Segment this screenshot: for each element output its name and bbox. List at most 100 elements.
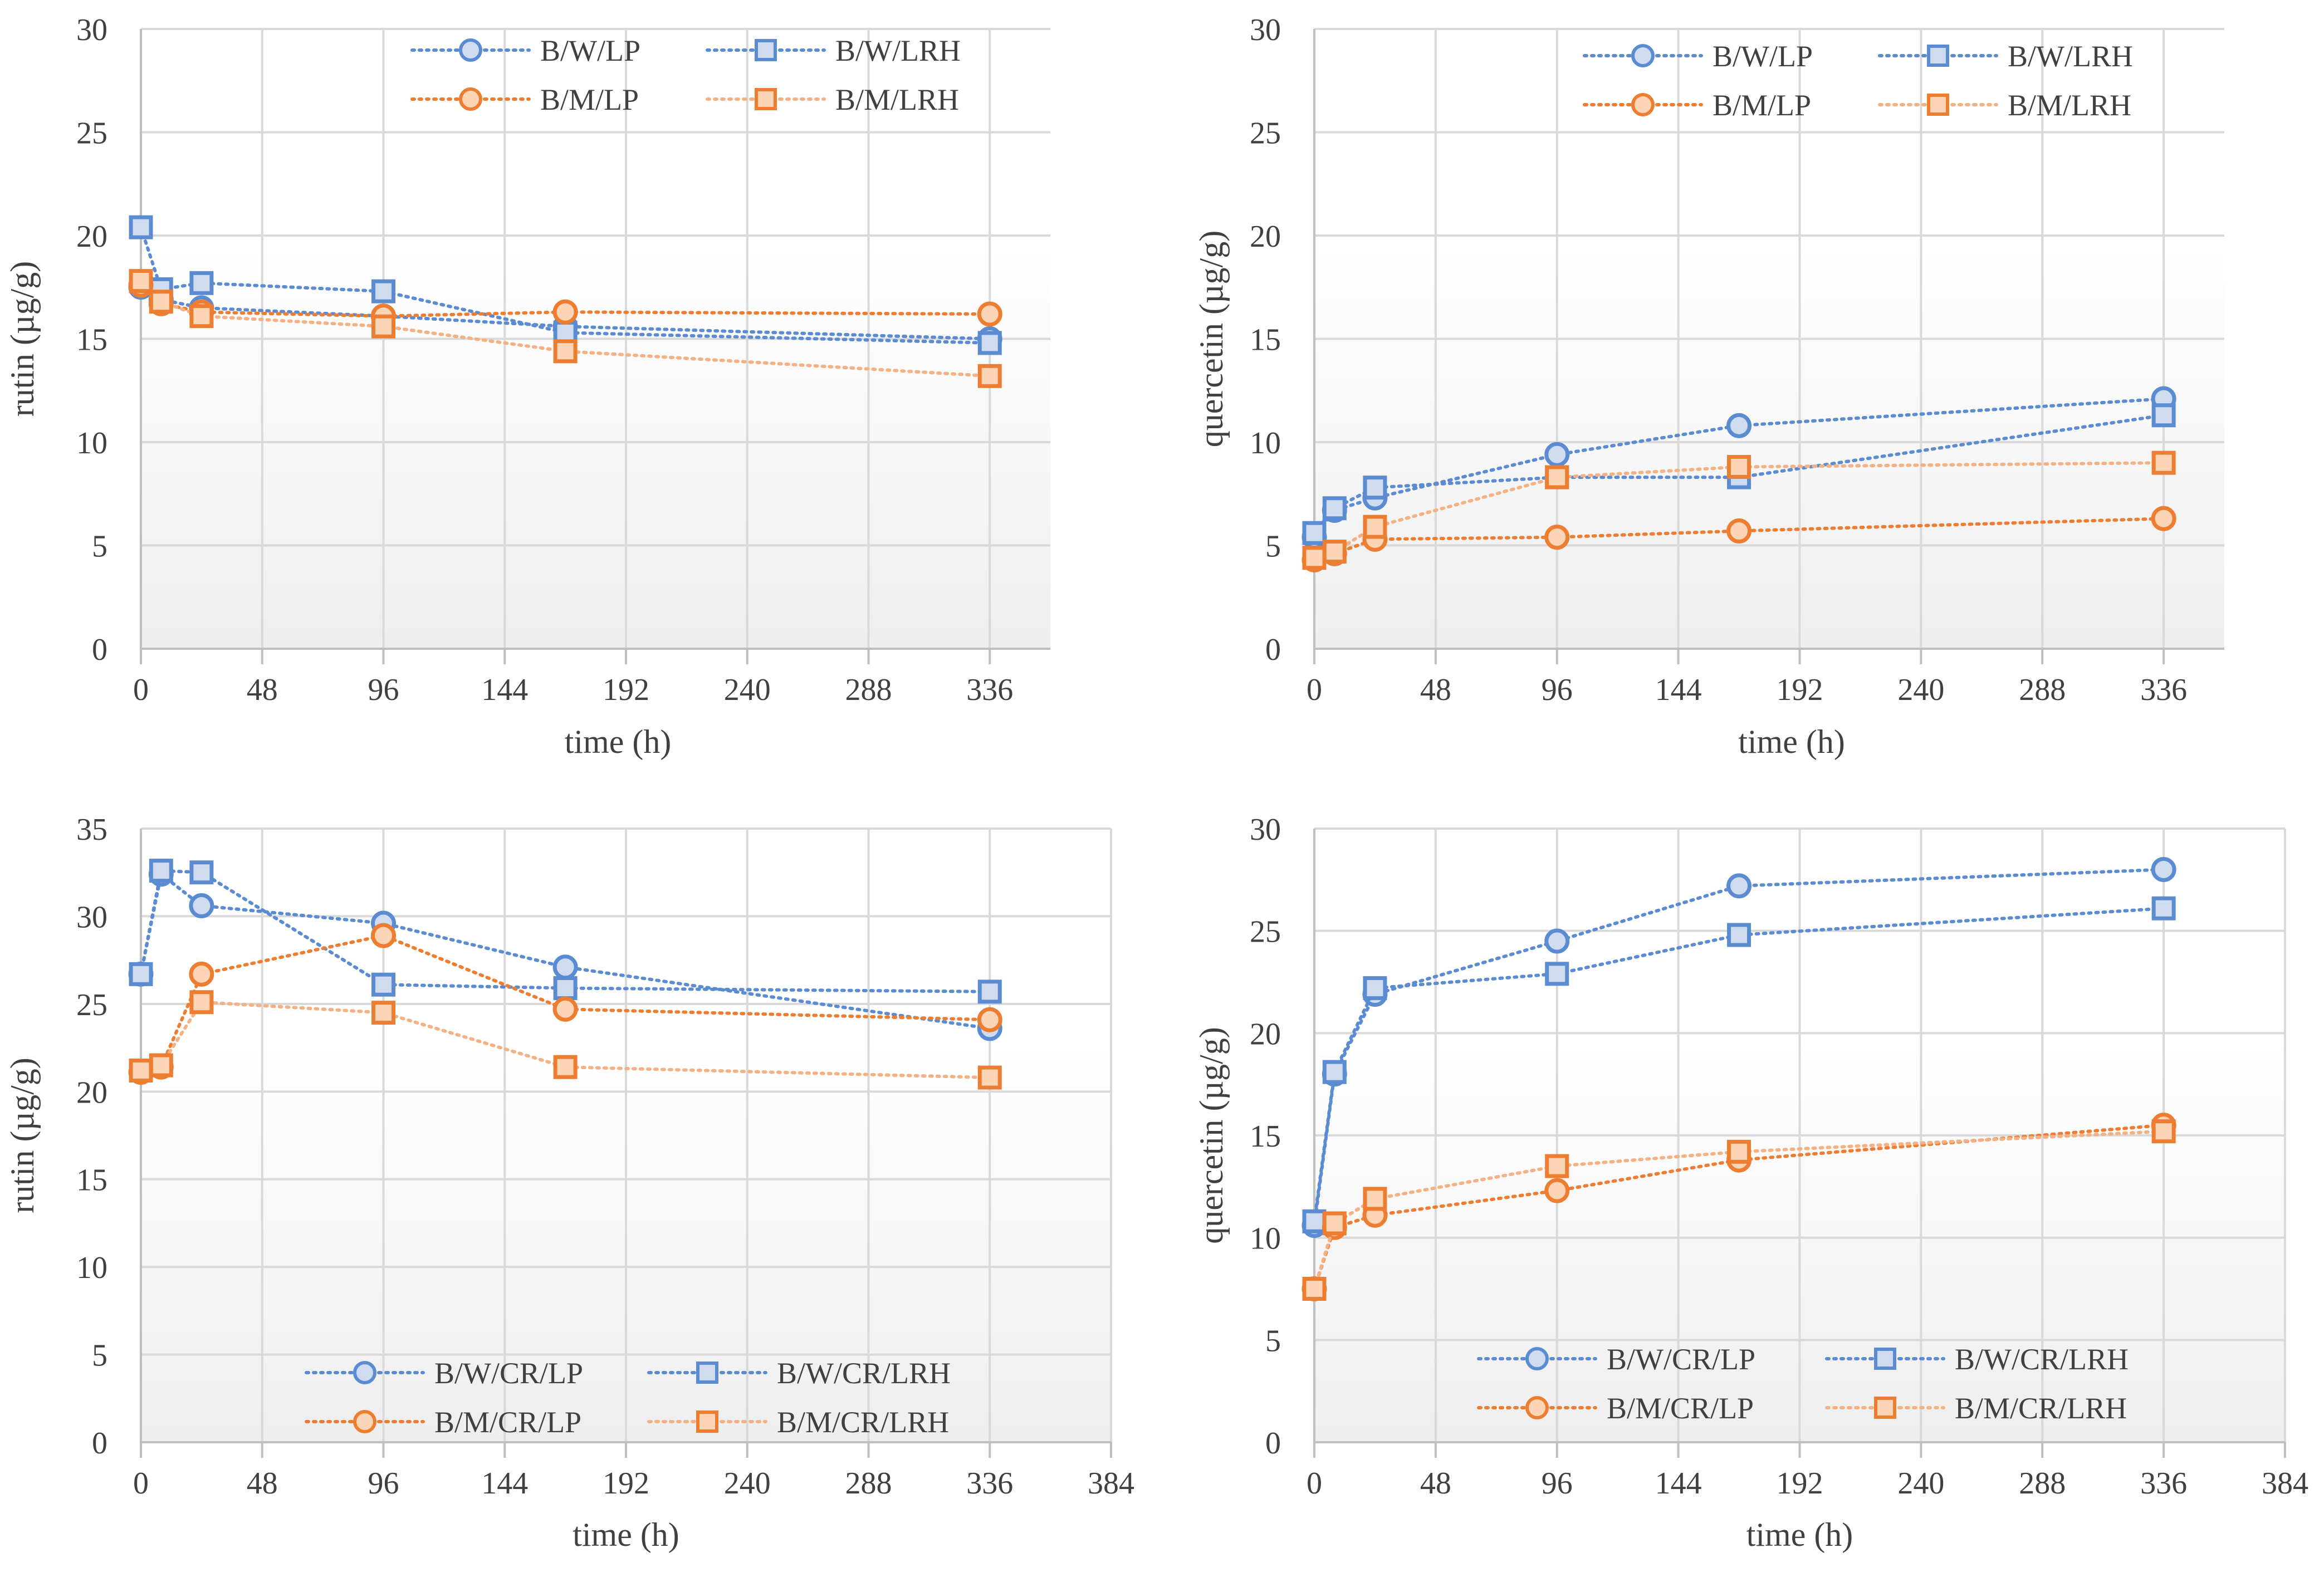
x-axis-title: time (h) [1738, 723, 1845, 760]
data-point [2151, 506, 2176, 531]
x-tick-label: 240 [1897, 1466, 1944, 1501]
y-tick-label: 5 [1265, 530, 1281, 564]
legend-marker [1874, 1348, 1896, 1370]
data-point [977, 364, 1002, 388]
y-tick-label: 30 [76, 13, 107, 47]
legend-label: B/M/LP [540, 83, 639, 116]
data-point [2151, 403, 2176, 428]
legend-label: B/W/CR/LRH [777, 1356, 951, 1390]
x-tick-label: 384 [2262, 1466, 2308, 1501]
x-axis-title: time (h) [573, 1516, 679, 1553]
data-point [189, 893, 214, 919]
y-axis-title: quercetin (µg/g) [1193, 231, 1230, 447]
x-tick-label: 288 [845, 1466, 892, 1501]
data-point [1302, 521, 1327, 545]
chart-panel-2: 0 5 10 15 20 25 30 0 48 96 144 192 240 288 336 time (h)… [1193, 13, 2225, 760]
legend-marker [1631, 44, 1655, 67]
legend-label: B/M/LP [1713, 89, 1811, 122]
y-tick-label: 30 [1250, 812, 1281, 847]
legend-label: B/M/CR/LP [434, 1405, 581, 1439]
y-tick-label: 15 [76, 1163, 107, 1198]
legend-label: B/W/LRH [835, 34, 961, 67]
data-point [129, 269, 153, 293]
legend-marker [696, 1361, 718, 1384]
y-tick-label: 15 [1250, 323, 1281, 357]
chart-panel-4: 0 5 10 15 20 25 30 0 48 96 144 192 240 288 336 384 time … [1193, 812, 2308, 1553]
data-point [1545, 962, 1569, 986]
data-point [1544, 928, 1570, 954]
chart-panel-3: 0 5 10 15 20 25 30 35 0 48 96 144 192 240 288 336 384 tim… [4, 812, 1134, 1553]
data-point [1363, 515, 1387, 539]
series-b-m-lrh [1302, 450, 2176, 570]
legend-marker [459, 87, 482, 111]
legend: B/W/LP B/W/LRH B/M/LP B/M/LRH [1583, 40, 2133, 122]
x-tick-label: 240 [724, 1466, 771, 1501]
x-tick-label: 288 [2019, 1466, 2066, 1501]
y-tick-label: 10 [1250, 426, 1281, 461]
legend-label: B/M/CR/LRH [777, 1405, 949, 1439]
data-point [1322, 540, 1347, 564]
y-tick-label: 35 [76, 812, 107, 847]
x-tick-label: 96 [368, 673, 399, 707]
y-tick-label: 10 [76, 1251, 107, 1285]
y-tick-label: 25 [1250, 116, 1281, 151]
legend-marker [696, 1411, 718, 1433]
x-tick-label: 288 [2019, 673, 2066, 707]
data-point [977, 301, 1002, 327]
data-point [552, 299, 578, 325]
legend-marker [1525, 1347, 1549, 1370]
legend-label: B/W/LP [1713, 40, 1813, 73]
data-point [1727, 1139, 1751, 1164]
legend-label: B/M/LRH [835, 83, 959, 116]
series-line [139, 285, 992, 341]
data-point [1726, 518, 1752, 544]
y-tick-label: 0 [92, 1426, 107, 1461]
data-point [977, 331, 1002, 355]
x-tick-label: 96 [1542, 673, 1573, 707]
data-point [371, 1001, 395, 1025]
x-tick-label: 240 [724, 673, 771, 707]
legend-label: B/W/CR/LRH [1955, 1343, 2129, 1376]
data-point [2151, 896, 2176, 920]
x-tick-label: 192 [1777, 1466, 1823, 1501]
data-point [371, 923, 396, 948]
data-point [149, 290, 173, 314]
y-axis-title: rutin (µg/g) [4, 1057, 41, 1213]
data-point [1363, 476, 1387, 500]
series-line [139, 869, 992, 993]
data-point [1544, 525, 1570, 550]
series-b-m-lrh [129, 269, 1002, 388]
data-point [149, 1053, 173, 1078]
data-point [977, 1007, 1002, 1032]
y-tick-label: 20 [1250, 219, 1281, 254]
data-point [129, 1059, 153, 1083]
y-tick-label: 5 [1265, 1324, 1281, 1358]
legend-marker [1631, 93, 1655, 116]
y-tick-label: 20 [76, 1075, 107, 1110]
chart-panel-1: 0 5 10 15 20 25 30 0 48 96 144 192 240 288 336 time (h)… [4, 13, 1051, 760]
series-b-w-lrh [129, 215, 1002, 355]
data-point [189, 990, 214, 1015]
data-point [1302, 546, 1327, 570]
legend-label: B/W/CR/LP [1607, 1343, 1755, 1376]
x-tick-label: 0 [1307, 673, 1322, 707]
x-tick-label: 192 [603, 673, 649, 707]
legend-marker [353, 1410, 376, 1433]
legend-label: B/W/LRH [2008, 40, 2133, 73]
x-tick-label: 0 [133, 1466, 149, 1501]
legend-marker [755, 88, 777, 110]
data-point [371, 279, 395, 303]
y-tick-label: 20 [1250, 1017, 1281, 1051]
legend-label: B/M/CR/LRH [1955, 1392, 2127, 1425]
legend-marker [459, 38, 482, 62]
y-tick-label: 10 [1250, 1222, 1281, 1256]
x-tick-label: 384 [1088, 1466, 1134, 1501]
x-tick-label: 48 [1420, 1466, 1451, 1501]
data-point [1727, 923, 1751, 947]
x-tick-label: 144 [1655, 1466, 1702, 1501]
legend-marker [1927, 45, 1949, 67]
x-tick-label: 144 [1655, 673, 1702, 707]
y-tick-label: 10 [76, 426, 107, 461]
data-point [1726, 873, 1752, 899]
x-tick-label: 240 [1897, 673, 1944, 707]
